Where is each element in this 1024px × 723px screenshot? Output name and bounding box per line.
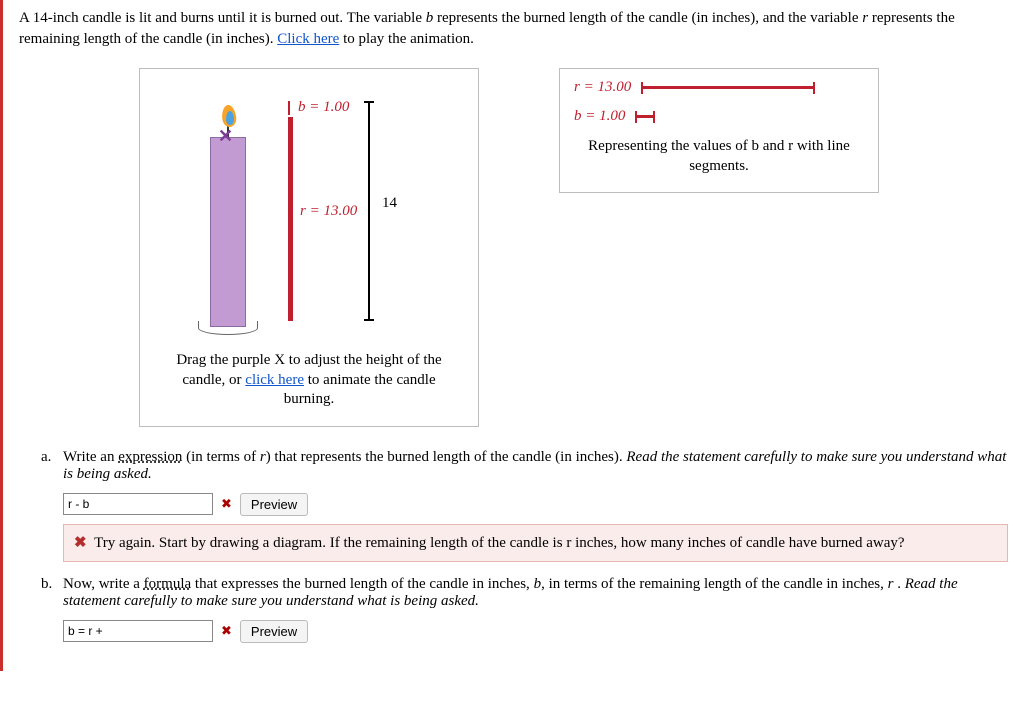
intro-seg-6: to play the animation. xyxy=(339,31,474,47)
seg-r-tick-r xyxy=(813,82,815,94)
seg-cap-pre: Representing the values of xyxy=(588,138,751,154)
qa-text: Write an expression (in terms of r) that… xyxy=(63,449,1008,483)
qb-letter: b. xyxy=(41,576,57,610)
question-b: b. Now, write a formula that expresses t… xyxy=(41,576,1008,610)
candle-body xyxy=(210,137,246,327)
caption-post: to animate the candle burning. xyxy=(284,372,436,408)
qb-text: Now, write a formula that expresses the … xyxy=(63,576,1008,610)
qa-preview-button[interactable]: Preview xyxy=(240,493,308,516)
fb-pre: Try again. Start by drawing a diagram. I… xyxy=(94,535,566,551)
seg-b-line xyxy=(637,115,653,118)
qa-pre: Write an xyxy=(63,449,118,465)
b-segment-row: b = 1.00 xyxy=(574,108,864,125)
intro-seg-0: A 14-inch candle is lit and burns until … xyxy=(19,10,426,26)
seg-r-line xyxy=(643,86,813,89)
qa-clear-icon[interactable]: ✖ xyxy=(219,496,234,512)
b-label: b = 1.00 xyxy=(298,99,349,116)
qa-mid2: ) that represents the burned length of t… xyxy=(266,449,627,465)
panels-row: ✕ b = 1.00 r = 13.00 14 Drag the purple … xyxy=(139,68,1008,427)
qb-b: b xyxy=(534,576,542,592)
qb-pre: Now, write a xyxy=(63,576,144,592)
qb-clear-icon[interactable]: ✖ xyxy=(219,623,234,639)
candle-panel: ✕ b = 1.00 r = 13.00 14 Drag the purple … xyxy=(139,68,479,427)
total-bar xyxy=(368,101,370,321)
total-label: 14 xyxy=(382,195,397,212)
qa-mid1: (in terms of xyxy=(182,449,259,465)
question-a: a. Write an expression (in terms of r) t… xyxy=(41,449,1008,483)
qb-input[interactable] xyxy=(63,620,213,642)
seg-cap-b: b xyxy=(751,138,759,154)
formula-term[interactable]: formula xyxy=(144,576,191,592)
qb-mid3: . xyxy=(893,576,904,592)
expression-term[interactable]: expression xyxy=(118,449,182,465)
qb-mid1: that expresses the burned length of the … xyxy=(191,576,533,592)
play-animation-link[interactable]: Click here xyxy=(277,31,339,47)
qb-answer-row: ✖ Preview xyxy=(63,620,1008,643)
qa-feedback: ✖ Try again. Start by drawing a diagram.… xyxy=(63,524,1008,562)
qa-label: a. Write an expression (in terms of r) t… xyxy=(41,449,1008,483)
animate-link[interactable]: click here xyxy=(245,372,304,388)
seg-b-label: b = 1.00 xyxy=(574,108,625,125)
error-icon: ✖ xyxy=(74,534,87,551)
fb-post: inches, how many inches of candle have b… xyxy=(571,535,904,551)
seg-cap-and: and xyxy=(759,138,788,154)
qa-letter: a. xyxy=(41,449,57,483)
intro-text: A 14-inch candle is lit and burns until … xyxy=(19,8,1008,50)
drag-x-handle[interactable]: ✕ xyxy=(218,126,233,147)
qb-preview-button[interactable]: Preview xyxy=(240,620,308,643)
candle-caption: Drag the purple X to adjust the height o… xyxy=(150,347,468,418)
candle-stage: ✕ b = 1.00 r = 13.00 14 xyxy=(150,83,468,343)
flame-inner-icon xyxy=(226,111,234,125)
qa-answer-row: ✖ Preview xyxy=(63,493,1008,516)
total-tick-bottom xyxy=(364,319,374,321)
intro-seg-2: represents the burned length of the cand… xyxy=(433,10,862,26)
qb-label: b. Now, write a formula that expresses t… xyxy=(41,576,1008,610)
seg-r-label: r = 13.00 xyxy=(574,79,631,96)
segments-caption: Representing the values of b and r with … xyxy=(574,137,864,176)
r-segment xyxy=(288,117,293,321)
r-label: r = 13.00 xyxy=(300,203,357,220)
qa-input[interactable] xyxy=(63,493,213,515)
r-segment-row: r = 13.00 xyxy=(574,79,864,96)
b-segment xyxy=(288,101,290,115)
seg-b-tick-r xyxy=(653,111,655,123)
page: A 14-inch candle is lit and burns until … xyxy=(0,0,1024,671)
segments-panel: r = 13.00 b = 1.00 Representing the valu… xyxy=(559,68,879,193)
qb-mid2: , in terms of the remaining length of th… xyxy=(541,576,888,592)
